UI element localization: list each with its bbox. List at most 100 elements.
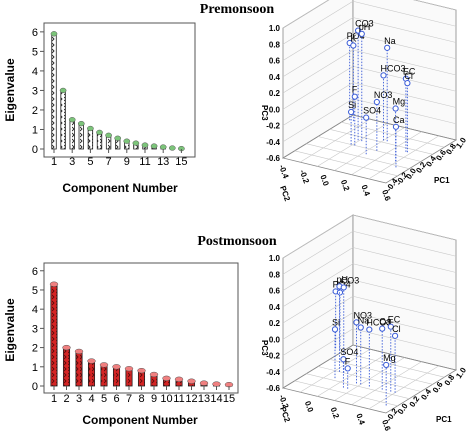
bar-marker [124,366,134,372]
x-tick-label: 9 [151,393,157,405]
grid-line [282,263,354,308]
grid-line [282,82,354,126]
y-tick-label: 1 [32,362,38,374]
grid-line [282,247,354,291]
x-tick-label: 3 [76,393,82,405]
bar [50,283,58,387]
bar-marker [123,138,131,144]
z-tick-label: 0.6 [269,287,281,296]
y-tick-label: 4 [32,66,38,78]
x-tick-label: 2 [63,393,69,405]
grid-line [282,17,354,61]
point-label: HCO3 [366,318,391,328]
x-tick-label: 7 [126,393,132,405]
z-tick-label: -0.6 [266,154,280,163]
bar-marker [168,145,176,151]
point-label: Na [384,36,396,46]
grid-line [282,0,330,29]
y-tick-label: 0 [32,381,38,393]
x-tick-label: 4 [88,393,94,405]
y-tick-label: 2 [32,105,38,117]
y-tick-label: 3 [32,323,38,335]
z-tick-label: 0.8 [269,270,281,279]
grid-line [282,230,354,275]
y-tick-label: 3 [32,85,38,97]
point-label: Si [348,100,356,110]
y-tick-label: 5 [32,46,38,58]
loading-plot-postmonsoon: -0.6-0.4-0.20.00.20.40.60.81.0-0.20.00.2… [260,214,468,433]
bar [51,33,57,150]
point-label: HCO3 [381,63,406,73]
point-label: NO3 [353,310,372,320]
grid-line [317,136,422,162]
point-marker [366,326,373,333]
z-axis-title: PC3 [260,105,269,121]
bar-marker [132,140,140,146]
grid-line [352,312,457,338]
bar [69,119,75,150]
point-label: EC [403,67,416,77]
bar [62,347,71,387]
bar-marker [212,381,221,387]
point-label: F [345,356,351,366]
grid-line [352,214,457,241]
grid-line [352,230,457,257]
x-tick-label: 14 [210,393,222,405]
grid-line [282,312,354,356]
loading-plot-premonsoon: -0.6-0.4-0.20.00.20.40.60.81.0-0.4-0.20.… [260,0,468,203]
point-marker [387,323,394,330]
grid-line [282,98,354,143]
bar-marker [49,281,59,287]
point-label: SO4 [340,347,358,357]
point-label: Cl [404,71,413,81]
y-tick-label: 2 [32,343,38,355]
point-label: Mg [383,353,396,363]
bar [75,351,83,387]
grid-line [352,17,457,43]
grid-line [352,247,457,273]
grid-line [352,98,457,125]
grid-line [329,129,433,155]
point-marker [363,114,370,121]
bar-marker [50,31,58,37]
point-marker [392,123,400,130]
bar-marker [150,143,158,149]
x-tick-label: 15 [223,393,235,405]
point-label: Cl [392,324,401,334]
bar-marker [105,132,112,138]
bar-marker [174,376,184,382]
grid-line [341,351,445,378]
x-axis-title: Component Number [62,181,178,195]
bar-marker [137,367,146,374]
bar [100,364,108,387]
z-tick-label: 0.8 [269,40,281,49]
title-postmonsoon: Postmonsoon [197,234,277,249]
grid-line [341,121,445,148]
y-tick-label: 4 [32,304,38,316]
x-tick-label: 5 [87,156,93,168]
grid-line [413,0,457,11]
y-tick-label: 5 [32,285,38,297]
grid-line [282,49,354,94]
y-tick-label: 1 [32,124,38,136]
y-axis-title: PC2 [278,185,292,203]
y-axis-title: PC2 [278,406,292,424]
bar [60,90,66,150]
bar-marker [68,117,76,123]
z-axis-title: PC3 [260,340,269,356]
point-marker [380,72,387,79]
x-axis-title: PC1 [436,415,452,424]
y-tick-label: 0.6 [380,189,392,203]
bar-marker [159,144,167,150]
bar [78,123,84,150]
bar-marker [114,135,122,141]
x-tick-label: 1 [51,156,57,168]
grid-line [282,214,354,259]
x-tick-label: 6 [113,393,119,405]
y-tick-label: 0.4 [360,184,372,198]
grid-line [282,0,354,45]
point-label: Ca [393,115,405,125]
y-tick-label: 6 [32,266,38,278]
y-axis-title: Eigenvalue [3,298,17,362]
